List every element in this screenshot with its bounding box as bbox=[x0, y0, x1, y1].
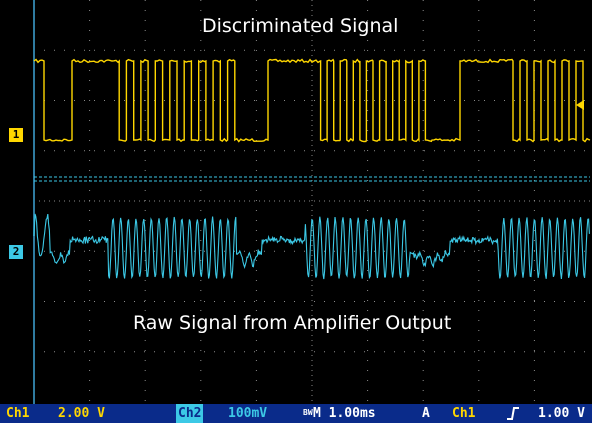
timebase-readout[interactable]: M 1.00ms bbox=[313, 406, 376, 421]
ch1-scale: 2.00 V bbox=[58, 406, 105, 421]
trigger-level-icon[interactable] bbox=[576, 100, 584, 110]
bandwidth-limit-badge: BW bbox=[303, 408, 313, 417]
ch2-caption: Raw Signal from Amplifier Output bbox=[133, 312, 452, 334]
trigger-mode: A bbox=[422, 406, 430, 421]
status-bar: Ch1 2.00 V Ch2 100mV BW M 1.00ms A Ch1 1… bbox=[0, 404, 592, 423]
ch2-label[interactable]: Ch2 bbox=[176, 404, 204, 423]
ch1-ground-marker[interactable]: 1 bbox=[9, 128, 23, 142]
rising-edge-icon bbox=[506, 404, 520, 429]
trigger-source[interactable]: Ch1 bbox=[452, 406, 476, 421]
ch2-ground-marker[interactable]: 2 bbox=[9, 245, 23, 259]
ch1-caption: Discriminated Signal bbox=[202, 15, 399, 37]
trigger-level: 1.00 V bbox=[538, 406, 585, 421]
waveform-screen bbox=[33, 0, 591, 404]
ch1-label[interactable]: Ch1 bbox=[6, 406, 30, 421]
ch2-trace bbox=[33, 213, 590, 280]
ch2-scale: 100mV bbox=[228, 406, 268, 421]
ch1-trace bbox=[33, 58, 591, 143]
